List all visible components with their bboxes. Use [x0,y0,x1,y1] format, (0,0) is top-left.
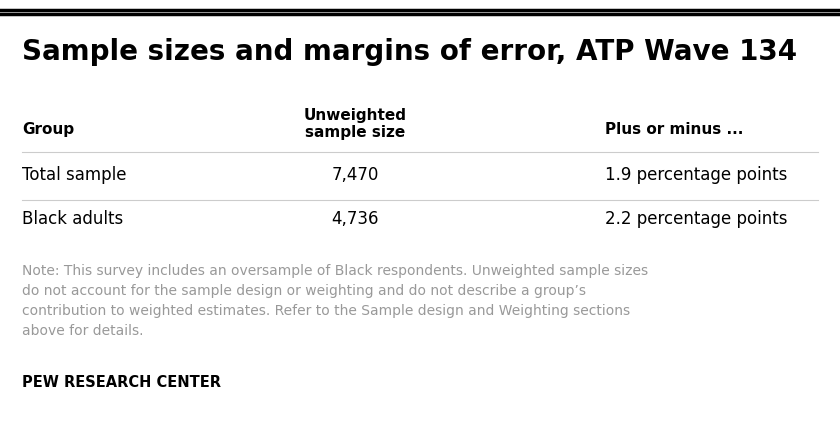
Text: Group: Group [22,122,74,137]
Text: Sample sizes and margins of error, ATP Wave 134: Sample sizes and margins of error, ATP W… [22,38,797,66]
Text: Unweighted
sample size: Unweighted sample size [303,108,407,141]
Text: Plus or minus ...: Plus or minus ... [605,122,743,137]
Text: 2.2 percentage points: 2.2 percentage points [605,210,788,228]
Text: Total sample: Total sample [22,166,127,184]
Text: PEW RESEARCH CENTER: PEW RESEARCH CENTER [22,375,221,390]
Text: Note: This survey includes an oversample of Black respondents. Unweighted sample: Note: This survey includes an oversample… [22,264,648,338]
Text: 7,470: 7,470 [331,166,379,184]
Text: 4,736: 4,736 [331,210,379,228]
Text: Black adults: Black adults [22,210,123,228]
Text: 1.9 percentage points: 1.9 percentage points [605,166,787,184]
